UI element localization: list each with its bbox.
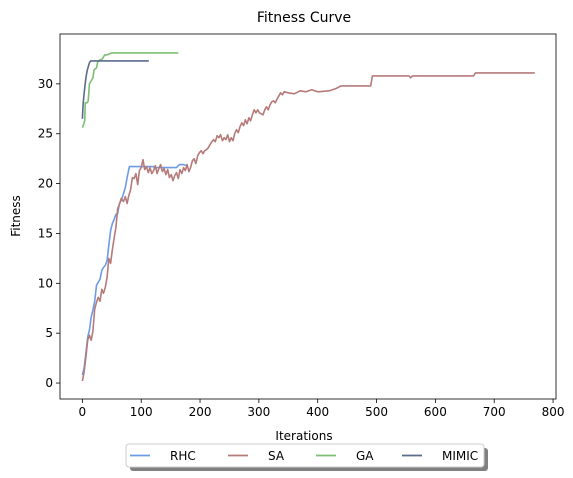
x-tick-label: 600 (424, 405, 447, 419)
x-axis-ticks: 0 100 200 300 400 500 600 700 800 (79, 399, 565, 419)
x-axis-label: Iterations (275, 429, 332, 443)
y-tick-label: 5 (45, 326, 53, 340)
series-line-mimic (81, 60, 149, 119)
y-tick-label: 25 (38, 127, 53, 141)
y-tick-label: 0 (45, 376, 53, 390)
x-tick-label: 400 (306, 405, 329, 419)
series-line-ga (81, 52, 179, 128)
x-tick-label: 200 (189, 405, 212, 419)
y-tick-label: 20 (38, 177, 53, 191)
y-axis-label: Fitness (9, 195, 23, 237)
series-line-rhc (81, 163, 187, 376)
x-tick-label: 700 (483, 405, 506, 419)
chart-title: Fitness Curve (257, 10, 351, 26)
legend-label-mimic: MIMIC (442, 449, 478, 463)
x-tick-label: 0 (79, 405, 87, 419)
x-tick-label: 300 (247, 405, 270, 419)
y-axis-ticks: 0 5 10 15 20 25 30 (38, 77, 60, 390)
y-tick-label: 15 (38, 226, 53, 240)
plot-area (59, 33, 557, 400)
x-tick-label: 100 (130, 405, 153, 419)
x-tick-label: 800 (542, 405, 565, 419)
x-tick-label: 500 (365, 405, 388, 419)
legend-frame (125, 443, 485, 468)
y-tick-label: 10 (38, 276, 53, 290)
series-line-sa (81, 72, 535, 382)
legend: RHC SA GA MIMIC (125, 443, 488, 471)
y-tick-label: 30 (38, 77, 53, 91)
series-layer (81, 52, 535, 382)
legend-label-rhc: RHC (170, 449, 196, 463)
plot-frame (59, 33, 557, 400)
legend-label-sa: SA (268, 449, 285, 463)
legend-label-ga: GA (356, 449, 374, 463)
